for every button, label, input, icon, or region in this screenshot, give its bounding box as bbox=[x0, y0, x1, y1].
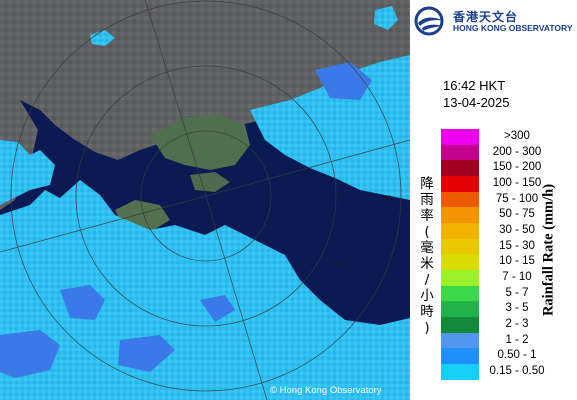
legend-swatch bbox=[441, 160, 479, 176]
legend-panel bbox=[410, 0, 577, 400]
range-spoke bbox=[0, 195, 207, 253]
rain-echo-north-1 bbox=[90, 30, 115, 46]
legend-label: 2 - 3 bbox=[505, 317, 529, 330]
legend-label: 100 - 150 bbox=[492, 176, 542, 189]
legend-label: 30 - 50 bbox=[499, 223, 535, 236]
legend-swatch bbox=[441, 238, 479, 255]
legend-swatch bbox=[441, 285, 479, 302]
range-rings bbox=[0, 0, 410, 400]
new-territories-land bbox=[150, 115, 250, 170]
legend-label: 0.50 - 1 bbox=[497, 349, 537, 362]
legend-label: 5 - 7 bbox=[505, 286, 529, 299]
legend-swatch bbox=[441, 129, 479, 145]
legend-label: 10 - 15 bbox=[499, 255, 535, 268]
rain-echo-heavy-5 bbox=[200, 295, 235, 322]
copyright-text: © Hong Kong Observatory bbox=[270, 385, 382, 396]
legend-label: 15 - 30 bbox=[499, 239, 535, 252]
rain-echo-east bbox=[250, 55, 410, 200]
range-ring-label: 40 bbox=[336, 262, 343, 268]
legend-label: 3 - 5 bbox=[505, 302, 529, 315]
legend-label: 7 - 10 bbox=[502, 270, 532, 283]
legend-label: 1 - 2 bbox=[505, 333, 529, 346]
legend-swatch bbox=[441, 316, 479, 333]
legend-swatch bbox=[441, 332, 479, 349]
legend-title-en: Rainfall Rate (mm/h) bbox=[540, 183, 557, 317]
rain-echoes bbox=[0, 6, 410, 400]
legend-color-bar bbox=[441, 129, 479, 380]
legend-label: 0.15 - 0.50 bbox=[489, 364, 545, 377]
range-ring-inner bbox=[140, 130, 272, 262]
legend-swatch bbox=[441, 269, 479, 286]
range-spoke bbox=[205, 195, 268, 400]
legend-label: 75 - 100 bbox=[495, 192, 539, 205]
rain-echo-south bbox=[0, 180, 410, 400]
hko-logo-icon bbox=[414, 6, 444, 36]
legend-label: 150 - 200 bbox=[492, 161, 542, 174]
range-spoke bbox=[144, 0, 207, 197]
hko-logo: 香港天文台 HONG KONG OBSERVATORY bbox=[414, 6, 574, 36]
legend-label: >300 bbox=[504, 130, 530, 142]
legend-swatch bbox=[441, 222, 479, 239]
legend-title-zh: 降雨率(毫米 / 小時) bbox=[420, 176, 434, 336]
timestamp-time: 16:42 HKT bbox=[443, 78, 506, 93]
legend-swatch bbox=[441, 301, 479, 317]
rain-echo-heavy-3 bbox=[315, 62, 372, 100]
logo-text-en: HONG KONG OBSERVATORY bbox=[453, 23, 573, 33]
legend-swatch bbox=[441, 175, 479, 192]
timestamp-date: 13-04-2025 bbox=[443, 95, 510, 110]
rain-echo-heavy-2 bbox=[0, 330, 60, 378]
logo-text-zh: 香港天文台 bbox=[453, 10, 519, 24]
range-ring-outer bbox=[10, 0, 402, 392]
rain-echo-heavy-4 bbox=[118, 335, 175, 372]
legend-swatch bbox=[441, 348, 479, 364]
rain-echo-heavy-1 bbox=[60, 285, 105, 320]
range-ring-label-outer: 60 bbox=[385, 196, 392, 202]
legend-labels: >300 200 - 300 150 - 200 100 - 150 75 - 100 5… bbox=[472, 129, 562, 380]
range-spoke bbox=[205, 139, 410, 197]
legend-swatch bbox=[441, 363, 479, 380]
legend-swatch bbox=[441, 144, 479, 161]
radar-map: 40 60 © Hong Kong Observatory bbox=[0, 0, 410, 400]
legend-label: 200 - 300 bbox=[492, 145, 542, 158]
legend-label: 50 - 75 bbox=[499, 208, 535, 221]
legend-swatch bbox=[441, 191, 479, 208]
rain-echo-north-2 bbox=[374, 6, 398, 30]
legend-swatch bbox=[441, 254, 479, 270]
legend-swatch bbox=[441, 207, 479, 223]
rain-echo-west bbox=[0, 140, 55, 205]
range-ring-middle bbox=[75, 65, 337, 327]
